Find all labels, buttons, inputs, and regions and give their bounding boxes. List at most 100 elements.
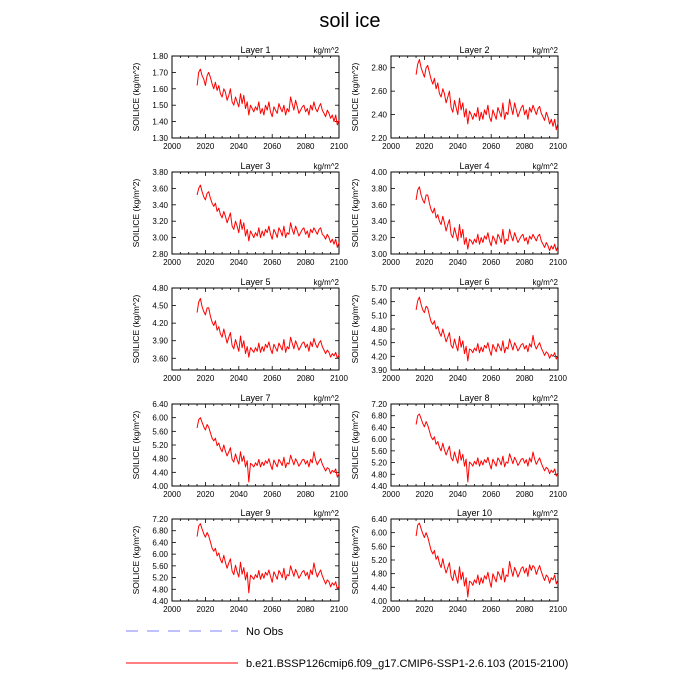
y-axis-label: SOILICE (kg/m^2): [350, 525, 360, 594]
y-tick-label: 5.20: [152, 441, 168, 450]
y-tick-label: 4.80: [371, 470, 387, 479]
y-axis-label: SOILICE (kg/m^2): [131, 410, 141, 479]
panel-units: kg/m^2: [532, 509, 558, 518]
x-tick-label: 2020: [197, 605, 215, 614]
x-tick-label: 2000: [382, 374, 400, 383]
x-tick-label: 2040: [449, 258, 467, 267]
y-tick-label: 3.00: [152, 234, 168, 243]
plot-frame: [390, 55, 559, 139]
x-tick-label: 2080: [297, 258, 315, 267]
y-tick-label: 4.40: [371, 482, 387, 491]
x-tick-label: 2000: [382, 605, 400, 614]
y-tick-label: 3.20: [371, 234, 387, 243]
y-axis-label: SOILICE (kg/m^2): [350, 178, 360, 247]
series-line: [196, 417, 340, 483]
x-tick-label: 2060: [482, 374, 500, 383]
panel-title: Layer 2: [459, 45, 489, 55]
y-tick-label: 4.80: [152, 455, 168, 464]
x-tick-label: 2000: [163, 142, 181, 151]
panel-units: kg/m^2: [313, 509, 339, 518]
y-tick-label: 5.60: [371, 542, 387, 551]
x-tick-label: 2040: [449, 142, 467, 151]
plot-frame: [171, 171, 340, 255]
panel-title: Layer 9: [240, 508, 270, 518]
panel-units: kg/m^2: [313, 394, 339, 403]
panel-title: Layer 3: [240, 161, 270, 171]
y-tick-label: 5.20: [371, 556, 387, 565]
panel-title: Layer 6: [459, 277, 489, 287]
x-tick-label: 2000: [163, 374, 181, 383]
y-axis-label: SOILICE (kg/m^2): [131, 62, 141, 131]
y-tick-label: 6.00: [371, 435, 387, 444]
x-tick-label: 2060: [482, 258, 500, 267]
x-tick-label: 2040: [449, 605, 467, 614]
x-tick-label: 2100: [549, 490, 567, 499]
figure-title: soil ice: [319, 10, 381, 32]
x-tick-label: 2040: [230, 490, 248, 499]
panel-title: Layer 4: [459, 161, 489, 171]
y-tick-label: 1.80: [152, 52, 168, 61]
x-tick-label: 2080: [516, 142, 534, 151]
y-tick-label: 3.00: [371, 250, 387, 259]
x-tick-label: 2040: [230, 374, 248, 383]
y-tick-label: 5.40: [371, 298, 387, 307]
series-line: [196, 184, 340, 248]
y-tick-label: 5.60: [152, 562, 168, 571]
x-tick-label: 2020: [197, 258, 215, 267]
y-tick-label: 3.60: [371, 201, 387, 210]
series-line: [196, 68, 340, 126]
y-axis-label: SOILICE (kg/m^2): [131, 294, 141, 363]
y-tick-label: 5.60: [152, 427, 168, 436]
series-line: [196, 298, 340, 359]
series-line: [415, 186, 559, 252]
plot-frame: [171, 287, 340, 371]
x-tick-label: 2100: [330, 258, 348, 267]
y-tick-label: 4.80: [371, 570, 387, 579]
y-axis-label: SOILICE (kg/m^2): [350, 410, 360, 479]
series-line: [415, 522, 559, 598]
y-tick-label: 3.40: [371, 217, 387, 226]
panel-title: Layer 1: [240, 45, 270, 55]
y-tick-label: 4.20: [152, 319, 168, 328]
panel-layer-7: Layer 7 kg/m^2 2000 2020 2040 2060 2080 2100 4.0…: [131, 393, 348, 499]
x-tick-label: 2080: [516, 605, 534, 614]
panel-units: kg/m^2: [313, 46, 339, 55]
y-tick-label: 6.80: [371, 412, 387, 421]
panel-units: kg/m^2: [532, 46, 558, 55]
y-tick-label: 3.90: [371, 366, 387, 375]
panel-units: kg/m^2: [313, 162, 339, 171]
y-tick-label: 4.40: [152, 597, 168, 606]
x-tick-label: 2000: [382, 258, 400, 267]
y-tick-label: 2.60: [371, 87, 387, 96]
series-line: [196, 523, 340, 594]
x-tick-label: 2040: [230, 258, 248, 267]
y-tick-label: 5.20: [371, 459, 387, 468]
y-tick-label: 2.40: [371, 111, 387, 120]
x-tick-label: 2080: [516, 374, 534, 383]
x-tick-label: 2020: [197, 142, 215, 151]
x-tick-label: 2060: [263, 258, 281, 267]
panel-layer-1: Layer 1 kg/m^2 2000 2020 2040 2060 2080 2100 1.3…: [131, 45, 348, 151]
y-tick-label: 5.20: [152, 574, 168, 583]
y-tick-label: 4.50: [371, 339, 387, 348]
y-axis-label: SOILICE (kg/m^2): [131, 178, 141, 247]
panel-title: Layer 10: [457, 508, 492, 518]
panel-layer-3: Layer 3 kg/m^2 2000 2020 2040 2060 2080 2100 2.8…: [131, 161, 348, 267]
y-tick-label: 5.10: [371, 311, 387, 320]
plot-frame: [390, 171, 559, 255]
plot-frame: [171, 55, 340, 139]
y-tick-label: 6.80: [152, 527, 168, 536]
panel-layer-6: Layer 6 kg/m^2 2000 2020 2040 2060 2080 2100 3.9…: [350, 277, 567, 383]
x-tick-label: 2000: [163, 490, 181, 499]
y-tick-label: 2.20: [371, 134, 387, 143]
plot-frame: [390, 287, 559, 371]
legend-label-no-obs: No Obs: [246, 626, 284, 638]
panel-title: Layer 7: [240, 393, 270, 403]
x-tick-label: 2060: [482, 490, 500, 499]
legend-label-model-run: b.e21.BSSP126cmip6.f09_g17.CMIP6-SSP1-2.…: [246, 658, 569, 670]
y-axis-label: SOILICE (kg/m^2): [350, 294, 360, 363]
panel-units: kg/m^2: [532, 394, 558, 403]
series-line: [415, 59, 559, 131]
y-tick-label: 3.60: [152, 354, 168, 363]
x-tick-label: 2020: [416, 490, 434, 499]
